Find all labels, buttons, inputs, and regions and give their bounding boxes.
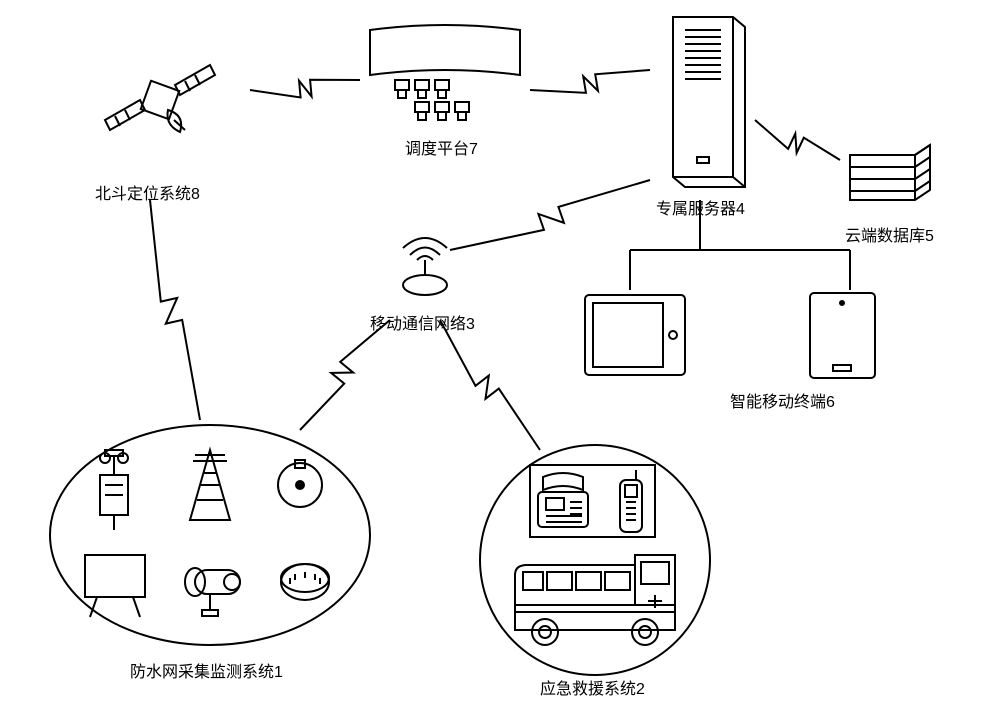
dispatch-label: 调度平台7: [405, 135, 478, 159]
cloud-db-label: 云端数据库5: [845, 222, 934, 246]
rescue-node: [470, 440, 720, 680]
terminals-label: 智能移动终端6: [730, 388, 835, 412]
satellite-icon: [90, 50, 230, 160]
cloud-db-node: [840, 135, 940, 215]
server-label: 专属服务器4: [656, 195, 745, 219]
satellite-node: [90, 50, 230, 160]
wireless-icon: [385, 230, 465, 300]
terminals-node: [575, 285, 885, 385]
server-node: [655, 5, 755, 195]
dispatch-node: [360, 20, 530, 130]
sensors-label: 防水网采集监测系统1: [130, 658, 283, 682]
satellite-label: 北斗定位系统8: [95, 180, 200, 204]
terminals-icon: [575, 285, 885, 385]
sensors-node: [40, 415, 380, 655]
server-icon: [655, 5, 755, 195]
database-icon: [840, 135, 940, 215]
rescue-label: 应急救援系统2: [540, 675, 645, 699]
dispatch-icon: [360, 20, 530, 130]
mobile-net-label: 移动通信网络3: [370, 310, 475, 334]
rescue-icon: [470, 440, 720, 680]
sensor-cluster-icon: [40, 415, 380, 655]
mobile-net-node: [385, 230, 465, 300]
